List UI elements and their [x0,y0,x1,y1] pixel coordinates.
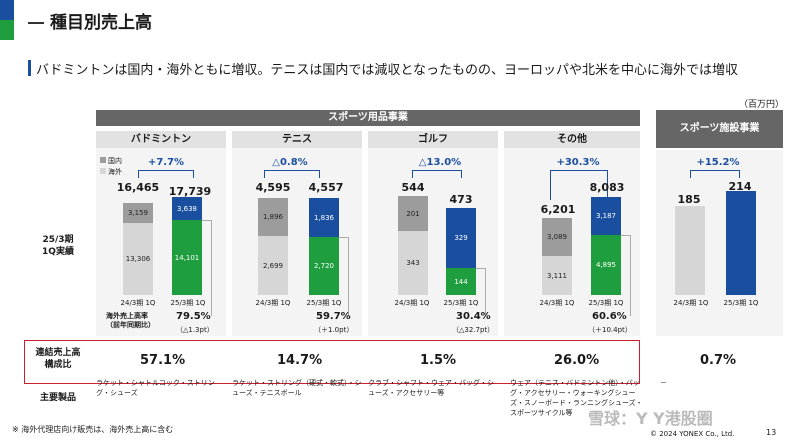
curr-total-golf: 473 [449,193,473,206]
footer-note: ※ 海外代理店向け販売は、海外売上高に含む [12,425,174,434]
overseas-ratio-badminton: 79.5% [176,311,211,322]
xlabel-prev-tennis: 24/3期 1Q [255,299,291,307]
prev-total-badminton: 16,465 [116,181,160,194]
ratio-change-badminton: （△1.3pt） [176,326,214,334]
overseas-ratio-other: 60.6% [592,311,627,322]
growth-bracket-facility [690,170,740,178]
growth-bracket-other [550,170,608,200]
ratio-connector-other [621,235,631,316]
watermark: 雪球：Y Y港股圈 [588,409,713,428]
products-golf: クラブ・シャフト・ウェア・バッグ・シューズ・アクセサリー等 [368,379,494,397]
growth-badminton: +7.7% [147,157,185,168]
bar-curr-domestic-tennis: 1,836 [309,198,339,237]
bar-curr-domestic-golf: 329 [446,208,476,268]
category-header-badminton: バドミントン [96,131,226,148]
segment-sports-goods: スポーツ用品事業 [96,110,640,126]
bar-prev-domestic-other: 3,089 [542,218,572,256]
growth-golf: △13.0% [418,157,462,168]
bar-prev-domestic-tennis: 1,896 [258,198,288,236]
composition-golf: 1.5% [420,353,457,368]
prev-total-tennis: 4,595 [255,181,291,194]
products-facility: － [660,379,667,387]
xlabel-curr-tennis: 25/3期 1Q [306,299,342,307]
bar-curr-facility [726,191,756,295]
growth-bracket-badminton [138,170,194,178]
ratio-connector-tennis [339,237,349,316]
xlabel-prev-facility: 24/3期 1Q [673,299,709,307]
bar-curr-domestic-other: 3,187 [591,197,621,235]
curr-total-badminton: 17,739 [168,185,212,198]
composition-tennis: 14.7% [277,353,323,368]
growth-tennis: △0.8% [272,157,308,168]
accent-bar-blue [0,0,14,20]
row-label-products: 主要製品 [39,393,76,403]
bar-prev-overseas-badminton: 13,306 [123,223,153,295]
growth-bracket-golf [412,170,462,178]
legend-domestic: 国内 [100,156,122,166]
xlabel-prev-golf: 24/3期 1Q [394,299,430,307]
prev-total-golf: 544 [401,181,425,194]
bar-prev-overseas-other: 3,111 [542,256,572,295]
curr-total-facility: 214 [728,180,752,193]
composition-highlight-box [24,340,640,384]
bar-prev-domestic-badminton: 3,159 [123,203,153,223]
composition-other: 26.0% [554,353,600,368]
bar-prev-domestic-golf: 201 [398,196,428,231]
products-other: ウェア（テニス・バドミントン他）・バッグ・アクセサリー・ウォーキングシューズ・ス… [510,379,643,417]
growth-facility: +15.2% [696,157,740,168]
products-tennis: ラケット・ストリング（硬式・軟式）・シューズ・テニスボール [232,379,362,397]
xlabel-curr-badminton: 25/3期 1Q [170,299,206,307]
curr-total-other: 8,083 [589,181,625,194]
bar-prev-overseas-tennis: 2,699 [258,236,288,295]
ratio-connector-golf [476,268,486,316]
unit-label: （百万円） [738,100,784,110]
segment-facility: スポーツ施設事業 [656,110,783,148]
ratio-connector-badminton [202,220,212,316]
xlabel-curr-other: 25/3期 1Q [588,299,624,307]
category-header-golf: ゴルフ [368,131,498,148]
growth-bracket-tennis [264,170,320,178]
bar-prev-overseas-golf: 343 [398,231,428,295]
page-number: 13 [766,428,777,437]
subtitle-accent [28,60,31,76]
overseas-ratio-tennis: 59.7% [316,311,351,322]
xlabel-curr-facility: 25/3期 1Q [723,299,759,307]
ratio-change-other: （＋10.4pt） [588,326,632,334]
ratio-change-golf: （△32.7pt） [452,326,495,334]
column-bg-golf [368,131,498,336]
row-label-composition: 連結売上高 構成比 [35,348,81,370]
bar-curr-overseas-tennis: 2,720 [309,237,339,295]
bar-curr-overseas-other: 4,895 [591,235,621,295]
composition-facility: 0.7% [700,353,737,368]
accent-bar-green [0,20,14,40]
bar-curr-domestic-badminton: 3,638 [172,197,202,220]
xlabel-prev-badminton: 24/3期 1Q [120,299,156,307]
row-label-overseas-ratio: 海外売上高率 （前年同期比） [106,312,155,329]
xlabel-curr-golf: 25/3期 1Q [443,299,479,307]
legend-overseas: 海外 [100,167,122,177]
ratio-change-tennis: （＋1.0pt） [314,326,354,334]
column-bg-badminton [96,131,226,336]
bar-prev-facility [675,206,705,295]
overseas-ratio-golf: 30.4% [456,311,491,322]
row-label-q1-results: 25/3期 1Q実績 [42,235,74,257]
bar-curr-overseas-golf: 144 [446,268,476,295]
xlabel-prev-other: 24/3期 1Q [539,299,575,307]
prev-total-facility: 185 [677,193,701,206]
growth-other: +30.3% [556,157,600,168]
category-header-tennis: テニス [232,131,362,148]
prev-total-other: 6,201 [540,203,576,216]
products-badminton: ラケット・シャトルコック・ストリング・シューズ [96,379,215,397]
curr-total-tennis: 4,557 [308,181,344,194]
bar-curr-overseas-badminton: 14,101 [172,220,202,295]
category-header-other: その他 [504,131,640,148]
page-title: 種目別売上高 [28,8,152,33]
copyright: © 2024 YONEX Co., Ltd. [650,430,735,438]
subtitle: バドミントンは国内・海外ともに増収。テニスは国内では減収となったものの、ヨーロッ… [36,63,739,78]
column-bg-tennis [232,131,362,336]
composition-badminton: 57.1% [140,353,186,368]
